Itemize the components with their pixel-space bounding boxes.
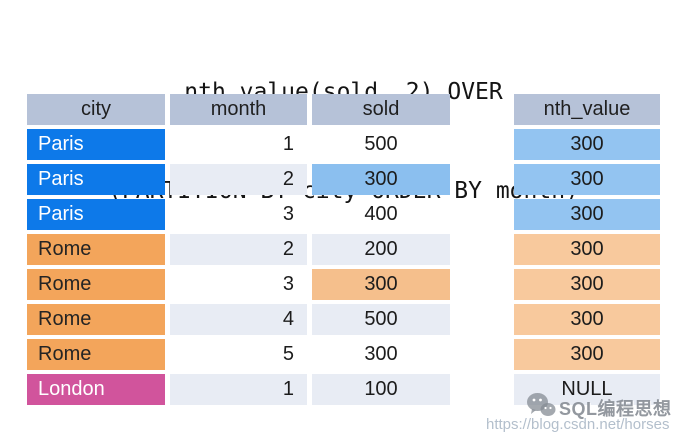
nth-value-cell: 300 bbox=[514, 304, 660, 335]
wechat-icon bbox=[526, 392, 556, 423]
table-row: London 1 100 NULL bbox=[27, 374, 660, 405]
nth-value-table: city month sold nth_value Paris 1 500 30… bbox=[27, 94, 660, 409]
sold-cell: 300 bbox=[312, 269, 450, 300]
month-cell: 1 bbox=[282, 133, 294, 155]
city-cell: Rome bbox=[27, 339, 165, 370]
table-row: Paris 2 300 300 bbox=[27, 164, 660, 195]
table-row: Rome 5 300 300 bbox=[27, 339, 660, 370]
table-row: Rome 4 500 300 bbox=[27, 304, 660, 335]
nth-value-cell: NULL bbox=[514, 374, 660, 405]
table-row: Paris 1 500 300 bbox=[27, 129, 660, 160]
month-cell: 2 bbox=[170, 164, 307, 195]
col-header-sold: sold bbox=[312, 94, 450, 125]
sold-cell: 300 bbox=[364, 343, 398, 365]
col-header-nth-value: nth_value bbox=[514, 94, 660, 125]
nth-value-cell: 300 bbox=[514, 164, 660, 195]
month-cell: 2 bbox=[170, 234, 307, 265]
table-row: Rome 2 200 300 bbox=[27, 234, 660, 265]
city-cell: Paris bbox=[27, 164, 165, 195]
watermark-url: https://blog.csdn.net/horses bbox=[486, 416, 670, 433]
month-cell: 1 bbox=[170, 374, 307, 405]
watermark-brand: SQL编程思想 bbox=[526, 392, 672, 423]
nth-value-cell: 300 bbox=[514, 269, 660, 300]
sold-cell: 300 bbox=[312, 164, 450, 195]
sold-cell: 400 bbox=[364, 203, 398, 225]
city-cell: Rome bbox=[27, 304, 165, 335]
col-header-month: month bbox=[170, 94, 307, 125]
table-header-row: city month sold nth_value bbox=[27, 94, 660, 125]
city-cell: London bbox=[27, 374, 165, 405]
sold-cell: 100 bbox=[312, 374, 450, 405]
sold-cell: 500 bbox=[364, 133, 398, 155]
month-cell: 3 bbox=[282, 203, 294, 225]
sold-cell: 200 bbox=[312, 234, 450, 265]
city-cell: Rome bbox=[27, 269, 165, 300]
col-header-city: city bbox=[27, 94, 165, 125]
sold-cell: 500 bbox=[312, 304, 450, 335]
table-row: Paris 3 400 300 bbox=[27, 199, 660, 230]
month-cell: 5 bbox=[282, 343, 294, 365]
nth-value-cell: 300 bbox=[514, 339, 660, 370]
watermark-brand-text: SQL编程思想 bbox=[559, 398, 672, 419]
table-row: Rome 3 300 300 bbox=[27, 269, 660, 300]
nth-value-cell: 300 bbox=[514, 234, 660, 265]
city-cell: Paris bbox=[27, 199, 165, 230]
month-cell: 3 bbox=[282, 273, 294, 295]
city-cell: Paris bbox=[27, 129, 165, 160]
nth-value-cell: 300 bbox=[514, 129, 660, 160]
nth-value-cell: 300 bbox=[514, 199, 660, 230]
city-cell: Rome bbox=[27, 234, 165, 265]
month-cell: 4 bbox=[170, 304, 307, 335]
